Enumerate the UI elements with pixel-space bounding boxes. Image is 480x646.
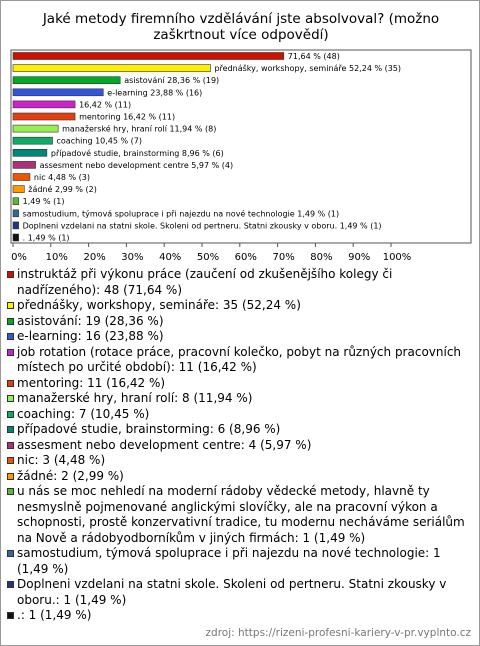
legend-label: nic: 3 (4,48 %) (17, 453, 106, 467)
legend-item: mentoring: 11 (16,42 %) (7, 376, 469, 392)
x-tick-label: 100% (383, 252, 412, 263)
bar (12, 124, 59, 133)
bar (12, 112, 76, 121)
bar (12, 136, 53, 145)
chart-title: Jaké metody firemního vzdělávání jste ab… (42, 11, 440, 43)
legend-swatch (7, 317, 14, 325)
source: zdroj: https://rizeni-profesni-kariery-v… (205, 627, 471, 639)
x-tick-label: 10% (46, 252, 68, 263)
legend-label: manažerské hry, hraní rolí: 8 (11,94 %) (17, 391, 253, 405)
bar (12, 161, 36, 169)
legend-swatch (7, 302, 14, 309)
legend-swatch (7, 348, 14, 356)
legend-swatch (7, 581, 14, 588)
value-label: 16,42 % (11) (79, 100, 131, 109)
legend-swatch (7, 457, 14, 464)
legend-swatch (7, 395, 14, 402)
legend-swatch (7, 333, 14, 340)
x-tick-label: 20% (83, 252, 105, 263)
legend-label: samostudium, týmová spoluprace i při naj… (17, 546, 441, 576)
value-label: případové studie, brainstorming 8,96 % (… (51, 148, 224, 158)
legend-label: Doplneni vzdelani na statni skole. Skole… (17, 577, 447, 607)
legend-swatch (7, 550, 14, 557)
value-label: žádné 2,99 % (2) (28, 184, 97, 194)
value-label: 1,49 % (1) (23, 197, 65, 206)
legend-label: e-learning: 16 (23,88 %) (17, 329, 164, 343)
legend-item: instruktáž při výkonu práce (zaučení od … (7, 267, 469, 298)
x-tick-label: 50% (197, 252, 219, 263)
legend-label: u nás se moc nehledí na moderní rádoby v… (17, 484, 465, 545)
bar (12, 209, 19, 218)
legend-label: přednášky, workshopy, semináře: 35 (52,2… (17, 298, 301, 312)
bar (12, 76, 121, 84)
legend-swatch (7, 426, 14, 433)
legend-item: nic: 3 (4,48 %) (7, 453, 469, 469)
legend-swatch (7, 612, 14, 619)
x-tick-label: 30% (121, 252, 143, 263)
legend-item: žádné: 2 (2,99 %) (7, 469, 469, 485)
legend-item: e-learning: 16 (23,88 %) (7, 329, 469, 345)
legend-item: .: 1 (1,49 %) (7, 608, 469, 624)
legend-label: job rotation (rotace práce, pracovní kol… (17, 344, 462, 375)
legend-item: Doplneni vzdelani na statni skole. Skole… (7, 577, 469, 608)
legend-swatch (7, 379, 14, 387)
value-label: samostudium, týmová spoluprace i při naj… (23, 208, 339, 218)
value-label: coaching 10,45 % (7) (57, 137, 143, 146)
legend-item: manažerské hry, hraní rolí: 8 (11,94 %) (7, 391, 469, 407)
value-label: přednášky, workshopy, semináře 52,24 % (… (214, 63, 401, 73)
x-tick-label: 90% (348, 252, 370, 263)
bar (12, 197, 19, 205)
legend-item: případové studie, brainstorming: 6 (8,96… (7, 422, 469, 438)
x-tick-label: 80% (310, 252, 332, 263)
bar (12, 185, 25, 193)
legend-item: coaching: 7 (10,45 %) (7, 407, 469, 423)
legend-item: přednášky, workshopy, semináře: 35 (52,2… (7, 298, 469, 314)
legend-item: job rotation (rotace práce, pracovní kol… (7, 345, 469, 376)
legend-swatch (7, 488, 14, 495)
x-tick-label: 60% (235, 252, 257, 263)
bar (12, 173, 31, 181)
legend-label: instruktáž při výkonu práce (zaučení od … (17, 267, 393, 297)
legend: instruktáž při výkonu práce (zaučení od … (7, 267, 469, 624)
value-label: Doplneni vzdelani na statni skole. Skole… (23, 221, 382, 230)
value-label: 71,64 % (48) (288, 52, 340, 61)
x-tick-label: 70% (272, 252, 294, 263)
value-label: . 1,49 % (1) (23, 234, 70, 243)
bar (12, 100, 76, 109)
value-label: asistování 28,36 % (19) (124, 76, 219, 85)
legend-item: u nás se moc nehledí na moderní rádoby v… (7, 484, 469, 546)
bar (12, 52, 285, 60)
bar (12, 233, 19, 242)
legend-label: assesment nebo development centre: 4 (5,… (17, 437, 312, 452)
legend-label: případové studie, brainstorming: 6 (8,96… (17, 422, 281, 436)
legend-swatch (7, 410, 14, 418)
legend-label: žádné: 2 (2,99 %) (17, 468, 124, 483)
bar (12, 64, 211, 72)
legend-label: coaching: 7 (10,45 %) (17, 406, 150, 421)
legend-swatch (7, 271, 14, 278)
value-label: e-learning 23,88 % (16) (107, 88, 202, 97)
legend-swatch (7, 441, 14, 449)
legend-item: asistování: 19 (28,36 %) (7, 314, 469, 330)
legend-swatch (7, 472, 14, 480)
value-label: nic 4,48 % (3) (34, 173, 90, 182)
x-tick-label: 40% (159, 252, 181, 263)
bar (12, 149, 48, 157)
legend-item: assesment nebo development centre: 4 (5,… (7, 438, 469, 454)
bar (12, 88, 104, 97)
bar (12, 221, 19, 230)
value-label: assesment nebo development centre 5,97 %… (40, 161, 234, 170)
value-label: mentoring 16,42 % (11) (79, 113, 175, 122)
legend-label: .: 1 (1,49 %) (17, 608, 92, 622)
legend-item: samostudium, týmová spoluprace i při naj… (7, 546, 469, 577)
legend-label: mentoring: 11 (16,42 %) (17, 375, 166, 390)
chart: 0% 10% 20% 30% 40% 50% 60% 70% 80% 90% 100% 71,64 %… (10, 49, 472, 263)
value-label: manažerské hry, hraní rolí 11,94 % (8) (62, 124, 216, 134)
x-tick-label: 0% (11, 252, 27, 263)
legend-label: asistování: 19 (28,36 %) (17, 313, 164, 328)
